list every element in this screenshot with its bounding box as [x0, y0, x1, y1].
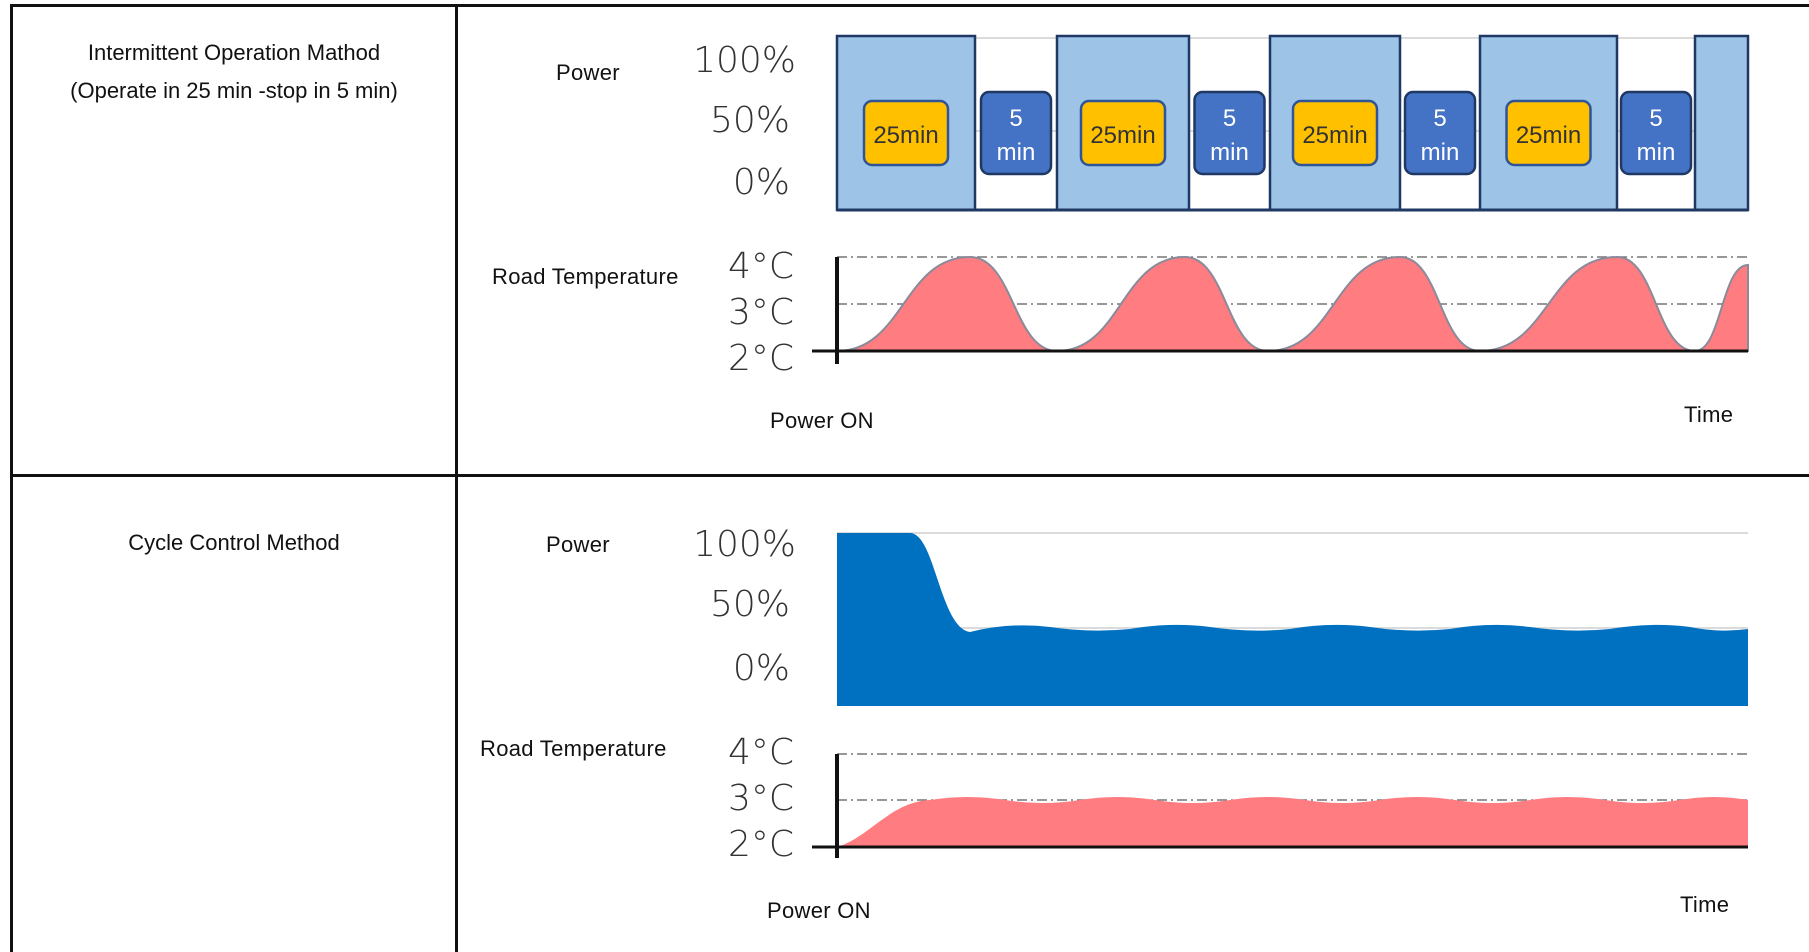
method-title-line1: Cycle Control Method — [128, 530, 340, 555]
temp-tick-2: 2°C — [727, 824, 794, 865]
stop-duration-number: 5 — [1223, 105, 1236, 132]
stop-duration-unit: min — [1637, 139, 1676, 166]
time-label: Time — [1680, 892, 1730, 917]
temperature-wave — [836, 255, 1749, 353]
operate-duration-label: 25min — [862, 99, 950, 167]
stop-duration-number: 5 — [1649, 105, 1662, 132]
temp-tick-3: 3°C — [727, 292, 794, 333]
power-level-area — [837, 533, 1748, 706]
operate-duration-text: 25min — [873, 122, 938, 149]
method-title-line2: (Operate in 25 min -stop in 5 min) — [70, 78, 398, 103]
cycle-control-power-chart — [837, 532, 1748, 706]
stop-duration-label: 5 min — [1619, 90, 1693, 176]
method-title-cycle-control: Cycle Control Method — [14, 524, 454, 562]
power-tick-0: 0% — [732, 648, 790, 689]
power-label: Power — [556, 60, 620, 85]
power-on-label: Power ON — [770, 408, 874, 433]
stop-duration-box — [979, 90, 1053, 176]
stop-duration-label: 5 min — [979, 90, 1053, 176]
power-label: Power — [546, 532, 610, 557]
time-label: Time — [1684, 402, 1734, 427]
road-temperature-label: Road Temperature — [480, 736, 667, 761]
temperature-level-area — [837, 797, 1748, 847]
temp-tick-4: 4°C — [727, 732, 794, 773]
operate-duration-text: 25min — [1516, 122, 1581, 149]
power-tick-0: 0% — [732, 162, 790, 203]
operate-duration-label: 25min — [1291, 99, 1379, 167]
operate-duration-label: 25min — [1079, 99, 1167, 167]
operate-duration-box — [1505, 99, 1592, 167]
stop-duration-unit: min — [997, 139, 1036, 166]
stop-duration-box — [1619, 90, 1693, 176]
intermittent-power-chart: 25min 5 min 25min 5 min 25min 5 min 25min 5 min — [835, 34, 1750, 212]
column-divider — [455, 4, 458, 952]
temp-tick-4: 4°C — [727, 246, 794, 287]
stop-duration-box — [1193, 90, 1266, 176]
stop-duration-label: 5 min — [1403, 90, 1477, 176]
stop-duration-unit: min — [1210, 139, 1249, 166]
row-divider — [10, 474, 1809, 477]
cycle-control-temperature-chart — [812, 753, 1748, 858]
operate-duration-label: 25min — [1505, 99, 1592, 167]
stop-duration-unit: min — [1421, 139, 1460, 166]
method-title-intermittent: Intermittent Operation Mathod (Operate i… — [14, 34, 454, 110]
table-frame — [10, 4, 1809, 952]
power-tick-50: 50% — [709, 584, 790, 625]
stop-duration-number: 5 — [1009, 105, 1022, 132]
stop-duration-label: 5 min — [1193, 90, 1266, 176]
intermittent-temperature-chart — [812, 255, 1749, 364]
operate-duration-box — [1291, 99, 1379, 167]
method-title-line1: Intermittent Operation Mathod — [87, 40, 381, 65]
operate-duration-box — [1079, 99, 1167, 167]
temp-tick-3: 3°C — [727, 778, 794, 819]
operate-duration-text: 25min — [1302, 122, 1367, 149]
stop-duration-box — [1403, 90, 1477, 176]
operate-duration-text: 25min — [1090, 122, 1155, 149]
operate-duration-box — [862, 99, 950, 167]
power-tick-100: 100% — [693, 40, 796, 81]
power-on-label: Power ON — [767, 898, 871, 923]
power-tick-100: 100% — [693, 524, 796, 565]
road-temperature-label: Road Temperature — [492, 264, 679, 289]
power-on-block — [1693, 34, 1750, 212]
power-tick-50: 50% — [709, 100, 790, 141]
temp-tick-2: 2°C — [727, 338, 794, 379]
stop-duration-number: 5 — [1433, 105, 1446, 132]
